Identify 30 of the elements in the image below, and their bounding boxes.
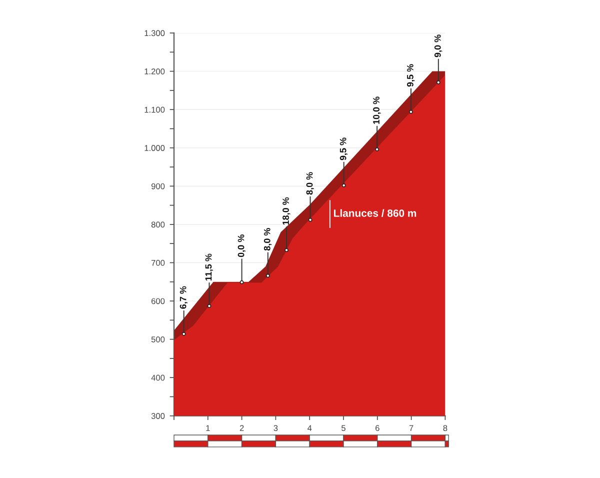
annotation: 6,7 % [180, 286, 188, 309]
y-tick-label: 400 [151, 374, 165, 381]
y-tick-label: 1.000 [144, 145, 165, 151]
annotation: 9,5 % [406, 64, 415, 87]
y-tick-label: 1.200 [144, 68, 165, 74]
y-tick-label: 600 [151, 298, 165, 304]
x-tick-label: 3 [274, 425, 278, 432]
ref-line-label: Llanuces / 860 m [334, 209, 416, 217]
annotation: 18,0 % [282, 197, 290, 225]
y-tick-label: 300 [151, 413, 165, 419]
y-tick-label: 500 [151, 336, 165, 342]
x-tick-label: 4 [307, 425, 312, 431]
annotation: 0,0 % [238, 234, 246, 257]
y-tick-label: 900 [151, 183, 165, 190]
annotation: 9,5 % [340, 138, 348, 160]
y-tick-label: 1.300 [144, 30, 165, 36]
x-tick-label: 6 [376, 425, 380, 432]
y-tick-label: 800 [151, 222, 165, 228]
y-tick-label: 700 [151, 260, 165, 266]
x-tick-label: 5 [342, 425, 346, 432]
y-tick-label: 1.100 [144, 106, 165, 113]
x-tick-label: 1 [206, 425, 210, 431]
x-tick-label: 2 [240, 425, 244, 431]
annotation: 11,5 % [205, 254, 213, 281]
annotation: 9,0 % [434, 34, 442, 58]
x-tick-label: 8 [443, 425, 448, 432]
x-tick-label: 7 [409, 425, 414, 431]
annotation: 8,0 % [264, 228, 272, 251]
annotation: 10,0 % [373, 96, 381, 124]
annotation: 8,0 % [306, 172, 314, 195]
